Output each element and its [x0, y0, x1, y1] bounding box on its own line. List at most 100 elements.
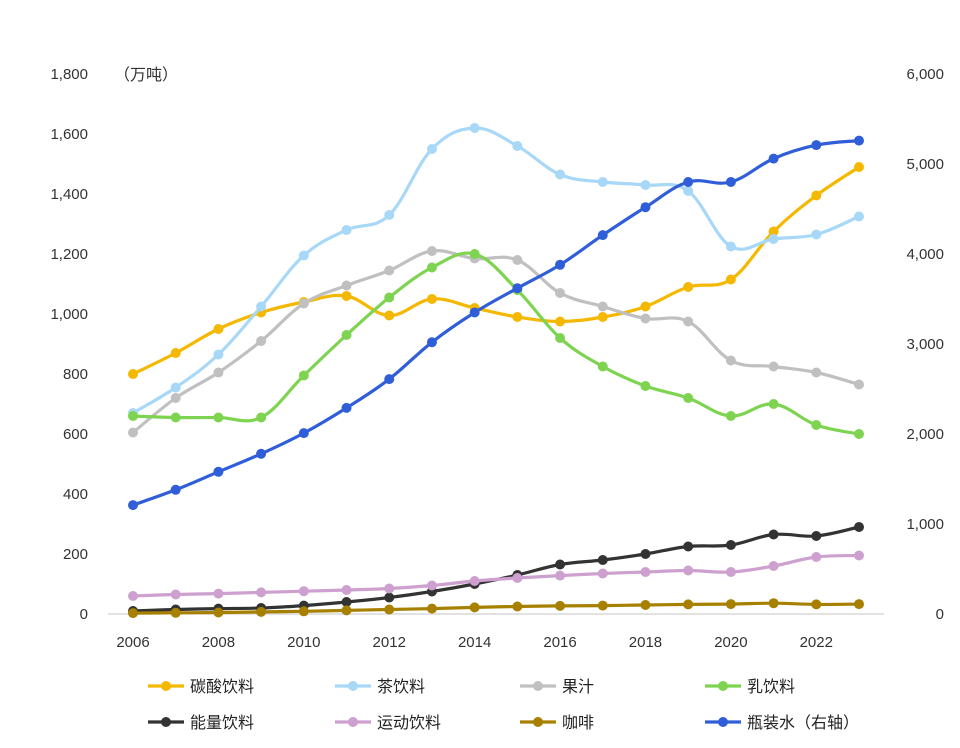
data-point [683, 316, 694, 327]
series-layer [128, 123, 864, 619]
data-point [854, 211, 864, 222]
y-axis-right: 0 1,000 2,000 3,000 4,000 5,000 6,000 [906, 66, 944, 623]
data-point [768, 399, 779, 409]
data-point [426, 337, 437, 348]
data-point [555, 169, 566, 180]
data-point [854, 599, 864, 610]
y-right-tick-label: 5,000 [906, 156, 944, 173]
data-point [384, 592, 395, 603]
data-point [597, 312, 608, 322]
data-point [170, 484, 181, 495]
data-point [640, 301, 651, 312]
data-point [512, 573, 523, 583]
data-point [384, 310, 395, 321]
legend-label: 乳饮料 [747, 677, 795, 696]
series-5 [128, 550, 864, 601]
y-right-tick-label: 1,000 [906, 516, 944, 533]
data-point [640, 600, 651, 610]
legend-item: 运动饮料 [335, 713, 441, 732]
data-point [128, 608, 138, 619]
series-line [131, 165, 861, 376]
data-point [341, 280, 352, 291]
legend-swatch-marker [718, 717, 728, 727]
data-point [512, 312, 523, 322]
series-3 [128, 249, 864, 439]
y-left-tick-label: 1,000 [50, 306, 88, 323]
data-point [341, 585, 352, 595]
data-point [811, 367, 822, 378]
series-1 [128, 123, 864, 418]
data-point [512, 283, 523, 294]
y-left-tick-label: 600 [63, 426, 88, 443]
data-point [811, 420, 822, 430]
data-point [725, 241, 736, 252]
data-point [298, 250, 309, 261]
y-axis-left-unit: （万吨） [114, 65, 178, 84]
x-tick-label: 2020 [714, 634, 747, 651]
series-6 [128, 598, 864, 619]
data-point [384, 374, 395, 385]
data-point [597, 600, 608, 611]
y-right-tick-label: 4,000 [906, 246, 944, 263]
data-point [426, 580, 437, 591]
legend-label: 咖啡 [562, 713, 594, 732]
data-point [213, 588, 224, 599]
data-point [683, 599, 694, 610]
data-point [426, 246, 437, 256]
data-point [725, 567, 736, 577]
data-point [854, 550, 864, 561]
data-point [640, 180, 651, 190]
y-left-tick-label: 400 [63, 486, 88, 503]
y-right-tick-label: 6,000 [906, 66, 944, 83]
legend-label: 碳酸饮料 [190, 677, 254, 696]
data-point [811, 229, 822, 240]
data-point [768, 598, 779, 609]
series-line [131, 139, 861, 507]
y-right-tick-label: 2,000 [906, 426, 944, 443]
data-point [341, 402, 352, 413]
data-point [256, 336, 267, 346]
data-point [128, 591, 138, 601]
data-point [341, 597, 352, 607]
data-point [384, 604, 395, 615]
data-point [298, 428, 309, 439]
data-point [469, 576, 480, 586]
data-point [640, 202, 651, 213]
x-tick-label: 2012 [373, 634, 406, 651]
legend-label: 果汁 [562, 677, 594, 696]
data-point [768, 153, 779, 164]
data-point [768, 561, 779, 571]
data-point [384, 583, 395, 594]
x-tick-label: 2022 [800, 634, 833, 651]
data-point [512, 141, 523, 151]
data-point [683, 186, 694, 196]
legend-swatch-marker [348, 681, 358, 691]
legend-label: 茶饮料 [377, 677, 425, 696]
data-point [555, 259, 566, 270]
y-right-tick-label: 3,000 [906, 336, 944, 353]
x-tick-label: 2008 [202, 634, 235, 651]
data-point [683, 541, 694, 552]
data-point [341, 330, 352, 340]
legend-swatch-marker [533, 717, 543, 727]
x-tick-label: 2018 [629, 634, 662, 651]
data-point [683, 393, 694, 403]
data-point [213, 607, 224, 618]
data-point [213, 466, 224, 477]
data-point [341, 225, 352, 235]
data-point [725, 540, 736, 550]
data-point [768, 226, 779, 237]
data-point [256, 448, 267, 459]
legend-item: 乳饮料 [705, 677, 795, 696]
data-point [640, 313, 651, 324]
data-point [256, 412, 267, 423]
legend-swatch-marker [718, 681, 728, 691]
legend-swatch-marker [161, 717, 171, 727]
legend-item: 果汁 [520, 677, 594, 696]
data-point [555, 570, 566, 581]
data-point [811, 599, 822, 610]
data-point [426, 144, 437, 154]
x-tick-label: 2016 [543, 634, 576, 651]
data-point [854, 162, 864, 172]
